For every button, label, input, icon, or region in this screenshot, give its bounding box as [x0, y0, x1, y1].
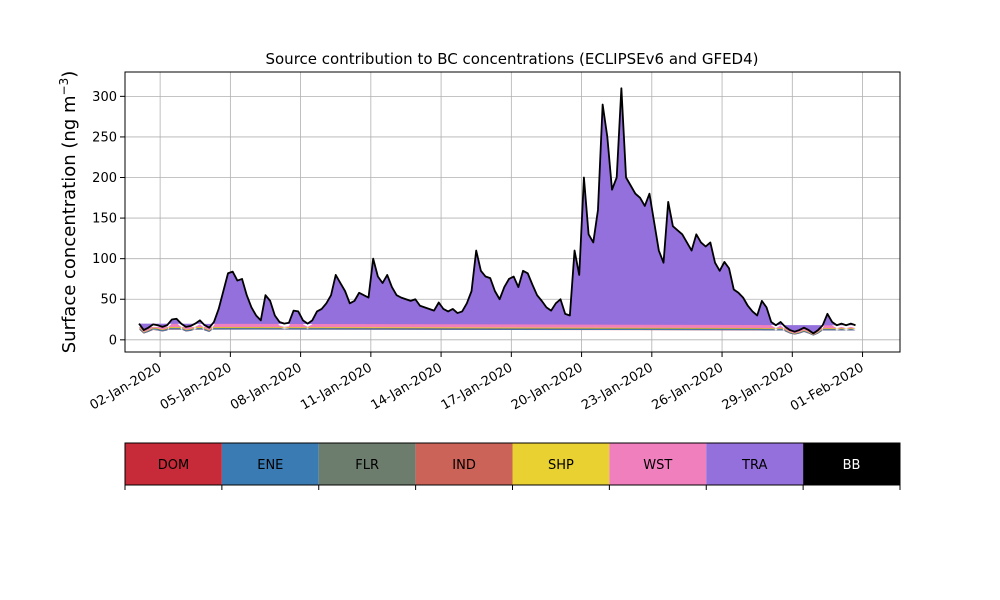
y-tick-label: 250 — [92, 130, 117, 145]
legend-label-tra: TRA — [741, 458, 767, 473]
x-tick-label: 23-Jan-2020 — [579, 360, 656, 413]
x-tick-label: 05-Jan-2020 — [158, 360, 235, 413]
x-tick-label: 01-Feb-2020 — [788, 360, 867, 414]
legend-swatch-flr — [318, 443, 416, 485]
y-tick-label: 100 — [92, 252, 117, 267]
x-tick-label: 11-Jan-2020 — [298, 360, 375, 413]
bb-total-line — [138, 87, 856, 335]
plot-frame — [124, 71, 901, 353]
y-axis-ticks: 0 50 100 150 200 250 300 — [92, 90, 125, 348]
y-tick-label: 150 — [92, 212, 117, 227]
legend-swatch-ind — [415, 443, 513, 485]
y-tick-label: 0 — [109, 333, 117, 348]
legend-label-shp: SHP — [548, 458, 574, 473]
series-line-bb — [138, 87, 856, 335]
legend-swatch-dom — [125, 443, 222, 485]
y-axis-label-close: ) — [59, 71, 80, 78]
y-axis-label-exponent: −3 — [57, 78, 71, 96]
y-tick-label: 300 — [92, 90, 117, 105]
y-tick-label: 50 — [100, 293, 117, 308]
y-axis-label-main: Surface concentration (ng m — [59, 95, 80, 353]
x-tick-label: 17-Jan-2020 — [439, 360, 516, 413]
legend-label-flr: FLR — [355, 458, 379, 473]
x-tick-label: 02-Jan-2020 — [88, 360, 165, 413]
legend-swatch-shp — [512, 443, 610, 485]
x-tick-label: 14-Jan-2020 — [368, 360, 445, 413]
legend-swatch-bb — [803, 443, 900, 485]
legend-label-ene: ENE — [257, 458, 283, 473]
legend-label-wst: WST — [643, 458, 672, 473]
x-tick-label: 08-Jan-2020 — [228, 360, 305, 413]
legend-label-dom: DOM — [158, 458, 189, 473]
x-axis-ticks: 02-Jan-202005-Jan-202008-Jan-202011-Jan-… — [88, 352, 867, 414]
x-tick-label: 29-Jan-2020 — [720, 360, 797, 413]
legend-swatch-wst — [609, 443, 707, 485]
legend-colorbar: DOM ENE FLR IND SHP WST TRA BB — [124, 442, 901, 490]
legend-swatch-tra — [706, 443, 804, 485]
legend-label-ind: IND — [452, 458, 476, 473]
legend-label-bb: BB — [843, 458, 861, 473]
legend-swatch-ene — [221, 443, 319, 485]
x-tick-label: 20-Jan-2020 — [509, 360, 586, 413]
area-tra — [139, 88, 856, 334]
y-axis-label: Surface concentration (ng m−3) — [57, 71, 80, 354]
x-tick-label: 26-Jan-2020 — [649, 360, 726, 413]
stacked-areas — [139, 88, 856, 336]
chart-title: Source contribution to BC concentrations… — [265, 50, 758, 68]
y-tick-label: 200 — [92, 171, 117, 186]
